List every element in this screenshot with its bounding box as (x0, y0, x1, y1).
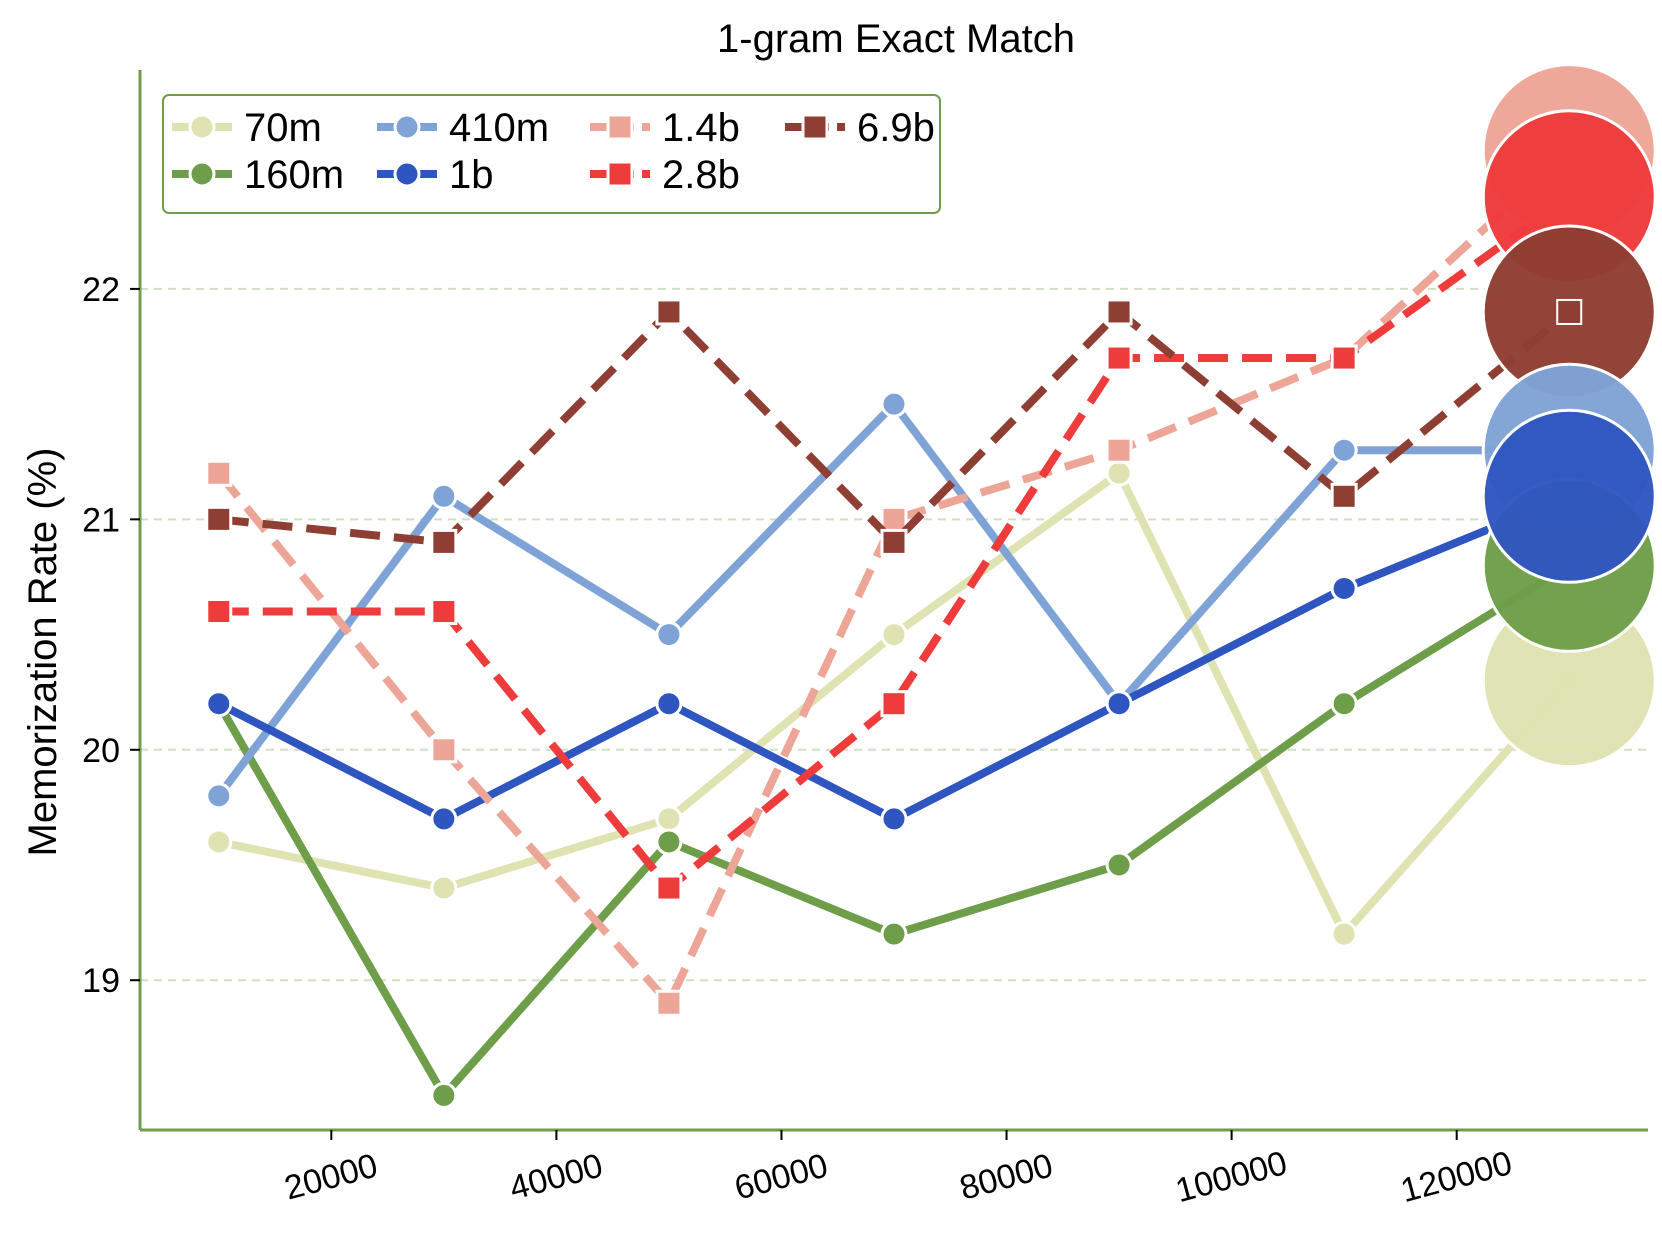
point-2.8b-1 (430, 598, 458, 626)
point-160m-2 (655, 828, 683, 856)
legend-marker-410m (393, 113, 421, 141)
end-bubbles (1481, 63, 1657, 769)
point-1b-1 (430, 805, 458, 833)
point-410m-0 (205, 782, 233, 810)
point-6.9b-1 (430, 528, 458, 556)
end-bubble-1b (1481, 408, 1657, 584)
point-1.4b-4 (1105, 436, 1133, 464)
point-1.4b-0 (205, 459, 233, 487)
axes: 19 20 21 22 20000 40000 60000 80000 100000 120000 (82, 70, 1648, 1210)
point-70m-2 (655, 805, 683, 833)
legend-label-1.4b: 1.4b (662, 106, 740, 150)
point-1b-3 (880, 805, 908, 833)
x-tick-label-3: 80000 (956, 1146, 1057, 1207)
point-160m-3 (880, 920, 908, 948)
point-6.9b-0 (205, 505, 233, 533)
point-1.4b-2 (655, 989, 683, 1017)
point-6.9b-2 (655, 298, 683, 326)
series-410m (205, 390, 1583, 810)
point-2.8b-4 (1105, 344, 1133, 372)
legend-label-160m: 160m (244, 153, 344, 197)
legend-marker-160m (188, 160, 216, 188)
point-2.8b-2 (655, 874, 683, 902)
point-1.4b-3 (880, 505, 908, 533)
point-top-6.9b (1556, 298, 1583, 325)
point-1b-2 (655, 690, 683, 718)
x-tick-label-5: 120000 (1397, 1144, 1516, 1210)
legend-marker-70m (188, 113, 216, 141)
series-line-410m (215, 400, 1570, 799)
point-2.8b-3 (880, 690, 908, 718)
y-axis-label: Memorization Rate (%) (21, 447, 65, 856)
y-tick-label-1: 20 (82, 732, 120, 770)
point-410m-1 (430, 482, 458, 510)
legend-label-6.9b: 6.9b (857, 106, 935, 150)
point-70m-5 (1330, 920, 1358, 948)
point-70m-1 (430, 874, 458, 902)
point-1b-4 (1105, 690, 1133, 718)
point-160m-1 (430, 1081, 458, 1109)
x-tick-label-0: 20000 (280, 1146, 381, 1207)
point-6.9b-5 (1330, 482, 1358, 510)
point-6.9b-4 (1105, 298, 1133, 326)
point-1b-0 (205, 690, 233, 718)
point-1.4b-1 (430, 736, 458, 764)
legend-label-410m: 410m (449, 106, 549, 150)
legend-label-1b: 1b (449, 153, 494, 197)
point-70m-4 (1105, 459, 1133, 487)
point-6.9b-3 (880, 528, 908, 556)
legend-box (162, 94, 941, 214)
point-2.8b-5 (1330, 344, 1358, 372)
series-layer (205, 137, 1583, 1109)
y-tick-label-0: 19 (82, 962, 120, 1000)
legend-marker-6.9b (801, 113, 829, 141)
y-tick-label-3: 22 (82, 271, 120, 309)
x-tick-label-2: 60000 (731, 1146, 832, 1207)
legend-label-70m: 70m (244, 106, 322, 150)
point-70m-0 (205, 828, 233, 856)
x-tick-label-1: 40000 (506, 1146, 607, 1207)
point-160m-5 (1330, 690, 1358, 718)
point-2.8b-0 (205, 598, 233, 626)
series-70m (205, 459, 1583, 948)
point-70m-3 (880, 621, 908, 649)
point-160m-4 (1105, 851, 1133, 879)
legend-label-2.8b: 2.8b (662, 153, 740, 197)
legend-marker-1b (393, 160, 421, 188)
y-tick-label-2: 21 (82, 501, 120, 539)
legend-marker-1.4b (606, 113, 634, 141)
point-1b-5 (1330, 574, 1358, 602)
point-410m-2 (655, 621, 683, 649)
chart-title: 1-gram Exact Match (717, 17, 1075, 61)
point-410m-5 (1330, 436, 1358, 464)
point-410m-3 (880, 390, 908, 418)
legend-marker-2.8b (606, 160, 634, 188)
x-tick-label-4: 100000 (1172, 1144, 1291, 1210)
